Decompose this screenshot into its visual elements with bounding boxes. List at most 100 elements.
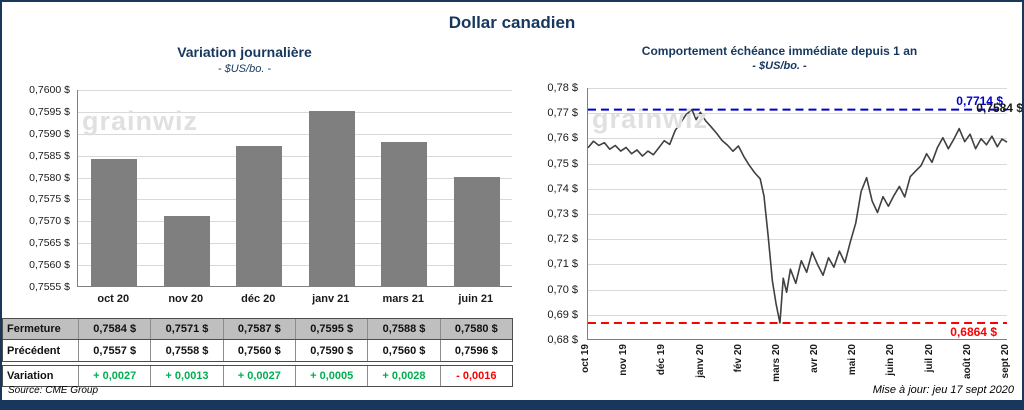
y-tick-label: 0,74 $ [547, 182, 578, 195]
bar-chart-x-axis: oct 20 nov 20 déc 20 janv 21 mars 21 juin 21 [77, 293, 512, 309]
table-value: + 0,0005 [295, 366, 367, 386]
line-series-svg [587, 108, 1008, 324]
high-value-label: 0,7714 $ [956, 94, 1003, 108]
x-tick-label: juil 20 [923, 344, 935, 373]
x-tick-label-box: août 20 [962, 344, 973, 384]
y-tick-label: 0,7555 $ [29, 281, 70, 293]
table-value: 0,7596 $ [439, 340, 512, 361]
table-value: + 0,0027 [78, 366, 150, 386]
x-tick-label-box: mars 20 [771, 344, 782, 387]
row-label: Fermeture [7, 323, 61, 335]
gridline [78, 177, 512, 179]
bar-chart-title: Variation journalière [177, 44, 312, 60]
table-value: 0,7580 $ [439, 319, 512, 339]
x-tick-label: sept 20 [1000, 344, 1011, 379]
y-tick-label: 0,7590 $ [29, 127, 70, 140]
bar-chart-plot: grainwiz [77, 90, 512, 287]
gridline [78, 265, 512, 267]
y-tick-label: 0,77 $ [547, 107, 578, 120]
x-tick-label-box: avr 20 [809, 344, 820, 378]
table-value: + 0,0013 [150, 366, 222, 386]
x-tick-label-box: sept 20 [1000, 344, 1011, 383]
table-value: 0,7590 $ [295, 340, 367, 361]
gridline [588, 88, 1007, 89]
x-tick-label: avr 20 [809, 344, 821, 373]
gridline [588, 314, 1007, 316]
table-value: 0,7587 $ [222, 319, 295, 339]
gridline [588, 188, 1007, 190]
x-tick-label-box: déc 19 [656, 344, 667, 380]
bar-nov-20 [163, 216, 210, 286]
y-tick-label: 0,73 $ [547, 208, 578, 220]
y-tick-label: 0,7565 $ [29, 237, 70, 250]
gridline [588, 113, 1007, 115]
low-value-label: 0,6864 $ [950, 325, 997, 339]
gridline [588, 163, 1007, 165]
gridline [588, 289, 1007, 291]
gridline [78, 111, 512, 113]
x-tick-label: mai 20 [847, 344, 859, 376]
x-tick-label-box: fév 20 [733, 344, 744, 377]
table-value: 0,7571 $ [150, 319, 222, 339]
table-row-Précédent: Précédent 0,7557 $0,7558 $0,7560 $0,7590 … [2, 340, 513, 362]
x-tick-label: fév 20 [732, 344, 744, 373]
x-tick-label-box: nov 19 [618, 344, 629, 381]
x-tick-label: mars 21 [382, 293, 425, 305]
x-tick-label-box: oct 19 [580, 344, 591, 378]
line-chart-y-axis: 0,78 $ 0,77 $ 0,76 $ 0,75 $ 0,74 $ 0,73 $ 0,72… [540, 82, 582, 346]
table-row-Fermeture: Fermeture 0,7584 $0,7571 $0,7587 $0,7595 … [2, 318, 513, 340]
line-chart-title: Comportement échéance immédiate depuis 1… [641, 44, 918, 58]
table-value: 0,7558 $ [150, 340, 222, 361]
page-title: Dollar canadien [448, 13, 576, 32]
table-row-Variation: Variation + 0,0027 + 0,0013 + 0,0027 + 0,000… [2, 365, 513, 387]
y-tick-label: 0,7600 $ [29, 84, 70, 96]
update-note: Mise à jour: jeu 17 sept 2020 [872, 384, 1014, 396]
gridline [78, 199, 512, 201]
source-note: Source: CME Group [8, 385, 99, 396]
row-label: Variation [7, 370, 54, 382]
y-tick-label: 0,72 $ [547, 233, 578, 246]
y-tick-label: 0,7570 $ [29, 215, 70, 228]
y-tick-label: 0,75 $ [547, 157, 578, 170]
y-tick-label: 0,76 $ [547, 132, 578, 145]
table-value: 0,7584 $ [78, 319, 150, 339]
bar-juin-21 [453, 176, 500, 286]
gridline [588, 214, 1007, 215]
table-value: + 0,0027 [222, 366, 295, 386]
x-tick-label-box: mai 20 [847, 344, 858, 380]
y-tick-label: 0,7575 $ [29, 193, 70, 206]
table-value: 0,7588 $ [367, 319, 439, 339]
last-value-label: 0,7584 $ [976, 101, 1023, 115]
watermark-logo: grainwiz [592, 104, 709, 134]
gridline [588, 138, 1007, 140]
y-tick-label: 0,71 $ [547, 258, 578, 271]
bar-déc-20 [236, 145, 283, 286]
y-tick-label: 0,7580 $ [29, 171, 70, 184]
x-tick-label: déc 20 [241, 293, 276, 305]
y-tick-label: 0,70 $ [547, 283, 578, 296]
x-tick-label: janv 20 [694, 344, 706, 378]
y-tick-label: 0,69 $ [547, 308, 578, 321]
gridline [78, 243, 512, 245]
watermark-logo: grainwiz [82, 106, 199, 136]
table-value: 0,7560 $ [367, 340, 439, 361]
table-value: + 0,0028 [367, 366, 439, 386]
price-table: Fermeture 0,7584 $0,7571 $0,7587 $0,7595 … [2, 318, 513, 387]
x-tick-label-box: juil 20 [924, 344, 935, 377]
table-value: 0,7595 $ [295, 319, 367, 339]
y-tick-label: 0,78 $ [547, 82, 578, 94]
x-tick-label: août 20 [961, 344, 973, 380]
gridline [588, 239, 1007, 241]
gridline [78, 221, 512, 223]
bottom-bar [2, 400, 1022, 408]
line-chart-subtitle: - $US/bo. - [752, 60, 807, 72]
y-tick-label: 0,7560 $ [29, 259, 70, 272]
bar-mars-21 [381, 141, 428, 286]
x-tick-label-box: janv 20 [695, 344, 706, 383]
x-tick-label: nov 19 [618, 344, 630, 376]
bar-chart-subtitle: - $US/bo. - [217, 63, 272, 75]
gridline [78, 133, 512, 135]
x-tick-label: oct 19 [580, 344, 591, 373]
x-tick-label: oct 20 [97, 293, 130, 305]
